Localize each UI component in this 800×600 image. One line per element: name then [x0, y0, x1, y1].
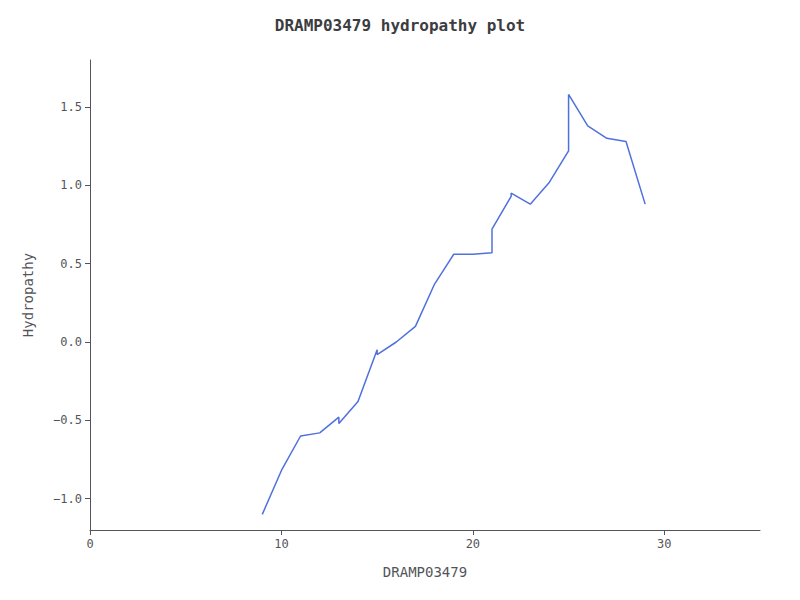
svg-text:20: 20	[466, 537, 480, 551]
svg-text:DRAMP03479 hydropathy plot: DRAMP03479 hydropathy plot	[275, 16, 525, 35]
svg-text:0.5: 0.5	[60, 257, 82, 271]
svg-text:1.0: 1.0	[60, 178, 82, 192]
svg-text:1.5: 1.5	[60, 100, 82, 114]
svg-text:DRAMP03479: DRAMP03479	[383, 564, 467, 580]
svg-text:30: 30	[657, 537, 671, 551]
svg-text:0.0: 0.0	[60, 335, 82, 349]
svg-text:−1.0: −1.0	[53, 492, 82, 506]
svg-text:−0.5: −0.5	[53, 413, 82, 427]
svg-text:Hydropathy: Hydropathy	[20, 253, 36, 337]
svg-text:0: 0	[86, 537, 93, 551]
svg-text:10: 10	[274, 537, 288, 551]
